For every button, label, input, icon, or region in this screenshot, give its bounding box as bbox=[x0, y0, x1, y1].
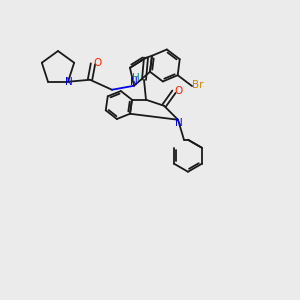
Text: N: N bbox=[65, 77, 73, 87]
Text: N: N bbox=[175, 118, 183, 128]
Text: O: O bbox=[94, 58, 102, 68]
Text: O: O bbox=[175, 86, 183, 96]
Text: Br: Br bbox=[192, 80, 204, 90]
Text: N: N bbox=[130, 77, 138, 87]
Text: H: H bbox=[132, 73, 140, 83]
